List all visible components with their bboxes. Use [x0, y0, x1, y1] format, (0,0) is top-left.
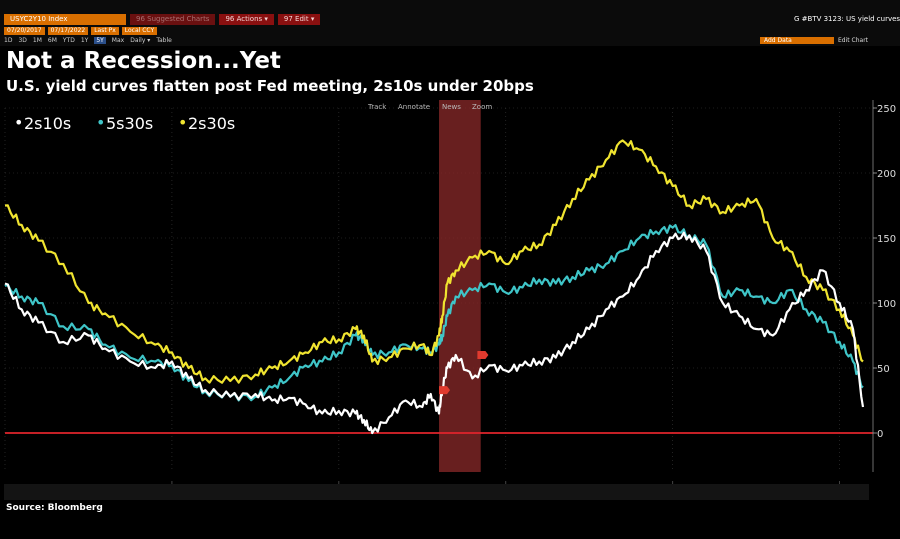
legend-marker-2s10s: •	[14, 113, 23, 132]
range-option-6[interactable]: 5Y	[94, 36, 106, 44]
legend-label-2s30s: 2s30s	[188, 114, 235, 133]
range-option-5[interactable]: 1Y	[80, 36, 89, 44]
table-button[interactable]: Table	[156, 36, 172, 44]
x-axis-bar	[4, 484, 869, 500]
add-data-button[interactable]: Add Data	[760, 36, 834, 44]
series-line-5s30s	[4, 224, 864, 402]
range-option-8[interactable]: Daily ▾	[130, 36, 151, 44]
toolbar-item-annotate[interactable]: Annotate	[398, 103, 430, 111]
terminal-header: USYC2Y10 Index 96 Suggested Charts 96 Ac…	[0, 0, 900, 46]
source-note: Source: Bloomberg	[6, 503, 103, 513]
range-option-4[interactable]: YTD	[62, 36, 75, 44]
chart-title: Not a Recession...Yet	[6, 48, 281, 74]
terminal-row-1: USYC2Y10 Index 96 Suggested Charts 96 Ac…	[4, 14, 900, 25]
range-option-7[interactable]: Max	[111, 36, 125, 44]
toolbar-item-zoom[interactable]: Zoom	[472, 103, 492, 111]
toolbar-item-track[interactable]: Track	[367, 103, 387, 111]
legend-marker-5s30s: •	[96, 113, 105, 132]
chart-subtitle: U.S. yield curves flatten post Fed meeti…	[6, 77, 534, 95]
ticker-field[interactable]: USYC2Y10 Index	[4, 14, 126, 25]
currency-field[interactable]: Local CCY	[121, 27, 158, 35]
shaded-period	[439, 100, 481, 472]
y-tick-label-5: 0	[877, 429, 883, 440]
y-tick-label-3: 100	[877, 299, 896, 310]
legend-label-5s30s: 5s30s	[106, 114, 153, 133]
period-field[interactable]: Last Px	[91, 27, 119, 35]
range-option-1[interactable]: 3D	[18, 36, 27, 44]
range-selector: 1D 3D 1M 6M YTD 1Y 5Y Max Daily ▾ Table	[4, 36, 172, 44]
range-option-0[interactable]: 1D	[4, 36, 13, 44]
toolbar-item-news[interactable]: News	[442, 103, 461, 111]
event-marker-1	[477, 351, 489, 359]
actions-menu[interactable]: 96 Actions ▾	[219, 14, 274, 25]
suggested-charts-button[interactable]: 96 Suggested Charts	[130, 14, 216, 25]
legend-marker-2s30s: •	[178, 113, 187, 132]
start-date-field[interactable]: 07/20/2017	[4, 27, 45, 35]
series-line-2s30s	[4, 139, 864, 384]
series-line-2s10s	[4, 231, 865, 435]
window-title: G #BTV 3123: US yield curves	[794, 15, 900, 23]
chart-tools: Add Data Edit Chart	[760, 36, 868, 44]
event-marker-0	[439, 386, 451, 395]
legend-label-2s10s: 2s10s	[24, 114, 71, 133]
range-option-3[interactable]: 6M	[47, 36, 57, 44]
y-tick-label-0: 250	[877, 104, 896, 115]
edit-menu[interactable]: 97 Edit ▾	[277, 14, 321, 25]
y-tick-label-1: 200	[877, 169, 896, 180]
end-date-field[interactable]: 07/17/2022	[47, 27, 89, 35]
terminal-row-2: 07/20/2017 07/17/2022 Last Px Local CCY	[4, 27, 158, 35]
edit-chart-button[interactable]: Edit Chart	[838, 36, 869, 44]
y-tick-label-4: 50	[877, 364, 890, 375]
range-option-2[interactable]: 1M	[32, 36, 42, 44]
chart-toolbar: Track Annotate News Zoom	[367, 103, 492, 111]
y-tick-label-2: 150	[877, 234, 896, 245]
